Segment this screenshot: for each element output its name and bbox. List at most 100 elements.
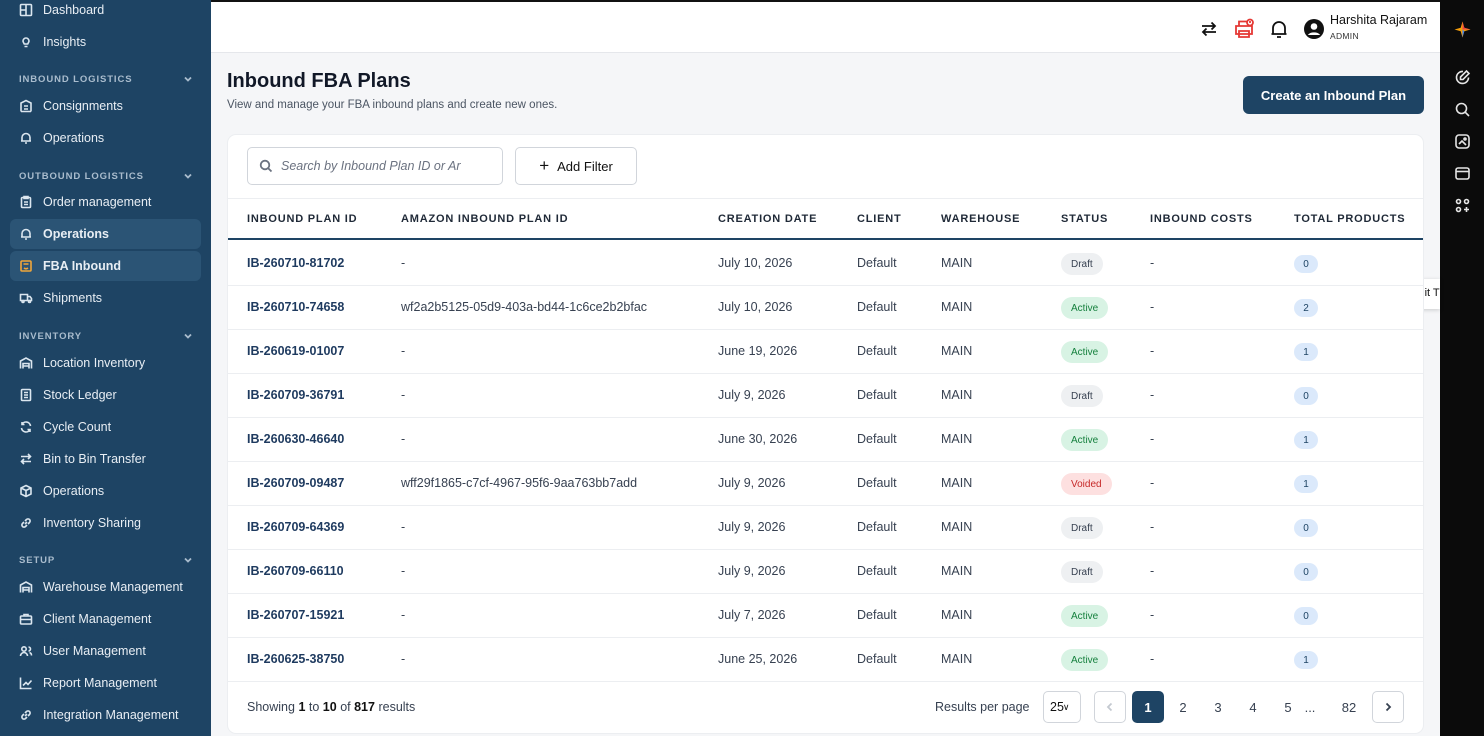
- user-name[interactable]: Harshita Rajaram: [1330, 13, 1428, 27]
- section-title: INBOUND LOGISTICS: [19, 73, 133, 85]
- briefcase-icon: [19, 612, 33, 626]
- page-button[interactable]: 2: [1179, 699, 1187, 715]
- product-count-badge: 2: [1294, 299, 1318, 317]
- sidebar-item-inbound-operations[interactable]: Operations: [10, 123, 201, 153]
- plan-id-link[interactable]: IB-260619-01007: [247, 344, 345, 358]
- column-header[interactable]: CREATION DATE: [718, 213, 818, 225]
- sidebar-item-bin-to-bin-transfer[interactable]: Bin to Bin Transfer: [10, 444, 201, 474]
- results-summary: Showing 1 to 10 of 817 results: [247, 700, 416, 714]
- table-row[interactable]: IB-260619-01007 - June 19, 2026 Default MAIN…: [228, 330, 1423, 374]
- plan-id-link[interactable]: IB-260709-64369: [247, 520, 345, 534]
- plan-id-link[interactable]: IB-260707-15921: [247, 608, 345, 622]
- warehouse-name: MAIN: [941, 432, 973, 446]
- amazon-plan-id: -: [401, 564, 406, 578]
- page-button[interactable]: 3: [1214, 699, 1222, 715]
- sidebar-item-label: Operations: [43, 131, 105, 145]
- column-header[interactable]: TOTAL PRODUCTS: [1294, 213, 1406, 225]
- add-filter-button[interactable]: + Add Filter: [515, 147, 637, 185]
- sidebar-item-insights[interactable]: Insights: [10, 27, 201, 57]
- table-row[interactable]: IB-260707-15921 - July 7, 2026 Default MAIN -…: [228, 594, 1423, 638]
- section-title: INVENTORY: [19, 330, 82, 342]
- gallery-icon[interactable]: [1454, 133, 1471, 150]
- results-per-page-select[interactable]: 25 ∨: [1043, 691, 1081, 723]
- user-avatar-icon[interactable]: [1302, 17, 1326, 41]
- sidebar-item-client-management[interactable]: Client Management: [10, 604, 201, 634]
- sidebar-item-location-inventory[interactable]: Location Inventory: [10, 348, 201, 378]
- box-icon: [19, 484, 33, 498]
- section-outbound-logistics[interactable]: OUTBOUND LOGISTICS: [19, 169, 193, 183]
- table-row[interactable]: IB-260709-36791 - July 9, 2026 Default MAIN -…: [228, 374, 1423, 418]
- sidebar-item-integration-management[interactable]: Integration Management: [10, 700, 201, 730]
- sidebar-item-dashboard[interactable]: Dashboard: [10, 0, 201, 25]
- sidebar-item-label: User Management: [43, 644, 146, 658]
- sidebar-item-label: Inventory Sharing: [43, 516, 141, 530]
- sidebar-item-shipments[interactable]: Shipments: [10, 283, 201, 313]
- table-row[interactable]: IB-260709-66110 - July 9, 2026 Default MAIN -…: [228, 550, 1423, 594]
- plans-card: + Add Filter INBOUND PLAN ID AMAZON INBO…: [228, 135, 1423, 733]
- plan-id-link[interactable]: IB-260630-46640: [247, 432, 345, 446]
- sidebar-item-user-management[interactable]: User Management: [10, 636, 201, 666]
- sidebar-item-inventory-sharing[interactable]: Inventory Sharing: [10, 508, 201, 538]
- page-button[interactable]: 1: [1132, 691, 1164, 723]
- printer-alert-icon[interactable]: [1232, 17, 1256, 41]
- table-row[interactable]: IB-260710-74658 wf2a2b5125-05d9-403a-bd44…: [228, 286, 1423, 330]
- table-row[interactable]: IB-260710-81702 - July 10, 2026 Default MAIN…: [228, 242, 1423, 286]
- create-inbound-plan-button[interactable]: Create an Inbound Plan: [1243, 76, 1424, 114]
- plan-id-link[interactable]: IB-260709-66110: [247, 564, 344, 578]
- column-header[interactable]: CLIENT: [857, 213, 902, 225]
- apps-icon[interactable]: [1454, 197, 1471, 214]
- section-title: SETUP: [19, 554, 56, 566]
- creation-date: June 25, 2026: [718, 652, 798, 666]
- notification-bell-icon[interactable]: [1267, 17, 1291, 41]
- section-setup[interactable]: SETUP: [19, 553, 193, 567]
- inbound-costs: -: [1150, 256, 1155, 270]
- plan-id-link[interactable]: IB-260709-09487: [247, 476, 345, 490]
- product-count-badge: 1: [1294, 431, 1318, 449]
- client-name: Default: [857, 344, 897, 358]
- sidebar-item-stock-ledger[interactable]: Stock Ledger: [10, 380, 201, 410]
- sidebar-item-order-management[interactable]: Order management: [10, 187, 201, 217]
- table-row[interactable]: IB-260709-09487 wff29f1865-c7cf-4967-95f6…: [228, 462, 1423, 506]
- sidebar-item-inventory-operations[interactable]: Operations: [10, 476, 201, 506]
- search-icon[interactable]: [1454, 101, 1471, 118]
- previous-page-button[interactable]: [1094, 691, 1126, 723]
- column-header[interactable]: INBOUND COSTS: [1150, 213, 1253, 225]
- section-inbound-logistics[interactable]: INBOUND LOGISTICS: [19, 72, 193, 86]
- switch-icon[interactable]: [1197, 17, 1221, 41]
- column-header[interactable]: WAREHOUSE: [941, 213, 1021, 225]
- sidebar-item-label: Dashboard: [43, 3, 105, 17]
- search-box[interactable]: [247, 147, 503, 185]
- table-row[interactable]: IB-260709-64369 - July 9, 2026 Default MAIN -…: [228, 506, 1423, 550]
- plan-id-link[interactable]: IB-260625-38750: [247, 652, 345, 666]
- column-header[interactable]: INBOUND PLAN ID: [247, 213, 358, 225]
- sidebar-item-fba-inbound[interactable]: FBA Inbound: [10, 251, 201, 281]
- next-page-button[interactable]: [1372, 691, 1404, 723]
- column-header[interactable]: AMAZON INBOUND PLAN ID: [401, 213, 569, 225]
- section-inventory[interactable]: INVENTORY: [19, 329, 193, 343]
- table-row[interactable]: IB-260625-38750 - June 25, 2026 Default MAIN…: [228, 638, 1423, 682]
- sidebar-item-outbound-operations[interactable]: Operations: [10, 219, 201, 249]
- sidebar-item-cycle-count[interactable]: Cycle Count: [10, 412, 201, 442]
- table-row[interactable]: IB-260630-46640 - June 30, 2026 Default MAIN…: [228, 418, 1423, 462]
- page-button[interactable]: 5: [1284, 699, 1292, 715]
- plan-id-link[interactable]: IB-260710-74658: [247, 300, 345, 314]
- sidebar-item-consignments[interactable]: Consignments: [10, 91, 201, 121]
- inbound-costs: -: [1150, 344, 1155, 358]
- plus-icon: +: [539, 156, 550, 175]
- search-input[interactable]: [281, 159, 481, 173]
- sidebar-item-report-management[interactable]: Report Management: [10, 668, 201, 698]
- sidebar-item-label: Insights: [43, 35, 87, 49]
- product-count-badge: 1: [1294, 475, 1318, 493]
- chevron-down-icon: [183, 171, 193, 181]
- sparkle-icon[interactable]: [1454, 21, 1471, 38]
- column-header[interactable]: STATUS: [1061, 213, 1109, 225]
- sidebar-item-warehouse-management[interactable]: Warehouse Management: [10, 572, 201, 602]
- amazon-plan-id: wff29f1865-c7cf-4967-95f6-9aa763bb7add: [401, 476, 638, 490]
- window-icon[interactable]: [1454, 165, 1471, 182]
- page-button[interactable]: 82: [1341, 699, 1357, 715]
- plan-id-link[interactable]: IB-260709-36791: [247, 388, 345, 402]
- page-button[interactable]: 4: [1249, 699, 1257, 715]
- plan-id-link[interactable]: IB-260710-81702: [247, 256, 345, 270]
- amazon-icon: [19, 259, 33, 273]
- edit-icon[interactable]: [1454, 69, 1471, 86]
